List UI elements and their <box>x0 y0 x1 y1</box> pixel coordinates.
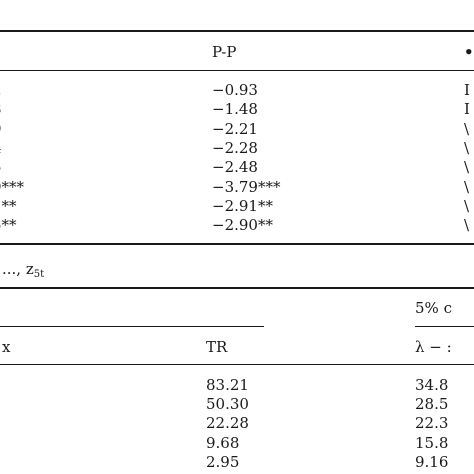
table-cell-right: \ <box>464 158 470 176</box>
table-cell-left: 4 <box>0 139 52 157</box>
table-cell-tr: 9.68 <box>206 434 240 452</box>
table-cell-left: 5** <box>0 216 17 234</box>
top-table-top-rule <box>0 30 474 32</box>
table-cell-right: \ <box>464 197 470 215</box>
table-cell-tr: 83.21 <box>206 376 249 394</box>
table-cell-right: I <box>464 100 470 118</box>
header-x: x <box>2 338 11 356</box>
table-cell-left: 8 <box>0 100 52 118</box>
table-cell-right: I <box>464 81 470 99</box>
table-cell-tr: 22.28 <box>206 414 249 432</box>
bottom-table-top-rule <box>0 287 474 289</box>
header-pp: P-P <box>212 43 237 61</box>
table-cell-left: 9 <box>0 120 52 138</box>
table-cell-lambda: 22.3 <box>415 414 449 432</box>
variables-note-subscript: 5t <box>33 269 45 280</box>
bottom-table-group-rule <box>0 326 264 327</box>
table-cell-tr: 2.95 <box>206 453 240 471</box>
header-right-clipped: • <box>464 43 474 61</box>
table-cell-right: \ <box>464 178 470 196</box>
table-cell-left: 2 <box>0 81 52 99</box>
table-cell-lambda: 34.8 <box>415 376 449 394</box>
table-cell-tr: 50.30 <box>206 395 249 413</box>
header-critical-value: 5% c <box>415 299 452 317</box>
top-table-bottom-rule <box>0 243 474 245</box>
table-cell-left: 5 <box>0 158 52 176</box>
table-cell-right: \ <box>464 216 470 234</box>
top-table-header-rule <box>0 70 474 71</box>
table-cell-pp: −2.90** <box>212 216 273 234</box>
table-cell-lambda: 15.8 <box>415 434 449 452</box>
table-cell-pp: −1.48 <box>212 100 258 118</box>
bottom-table-header-rule <box>0 364 474 365</box>
table-cell-pp: −2.48 <box>212 158 258 176</box>
header-tr: TR <box>206 338 228 356</box>
table-cell-left: 1** <box>0 197 17 215</box>
table-cell-pp: −3.79*** <box>212 178 281 196</box>
header-lambda: λ − : <box>415 338 452 356</box>
table-cell-lambda: 28.5 <box>415 395 449 413</box>
table-cell-left: 9*** <box>0 178 25 196</box>
table-cell-right: \ <box>464 120 470 138</box>
table-cell-pp: −2.91** <box>212 197 273 215</box>
table-cell-right: \ <box>464 139 470 157</box>
table-cell-pp: −0.93 <box>212 81 258 99</box>
bottom-table-group-rule-right <box>415 326 474 327</box>
table-cell-pp: −2.28 <box>212 139 258 157</box>
variables-note: ..., z5t <box>2 260 44 284</box>
table-cell-lambda: 9.16 <box>415 453 449 471</box>
table-cell-pp: −2.21 <box>212 120 258 138</box>
variables-note-text: ..., z <box>2 260 34 278</box>
